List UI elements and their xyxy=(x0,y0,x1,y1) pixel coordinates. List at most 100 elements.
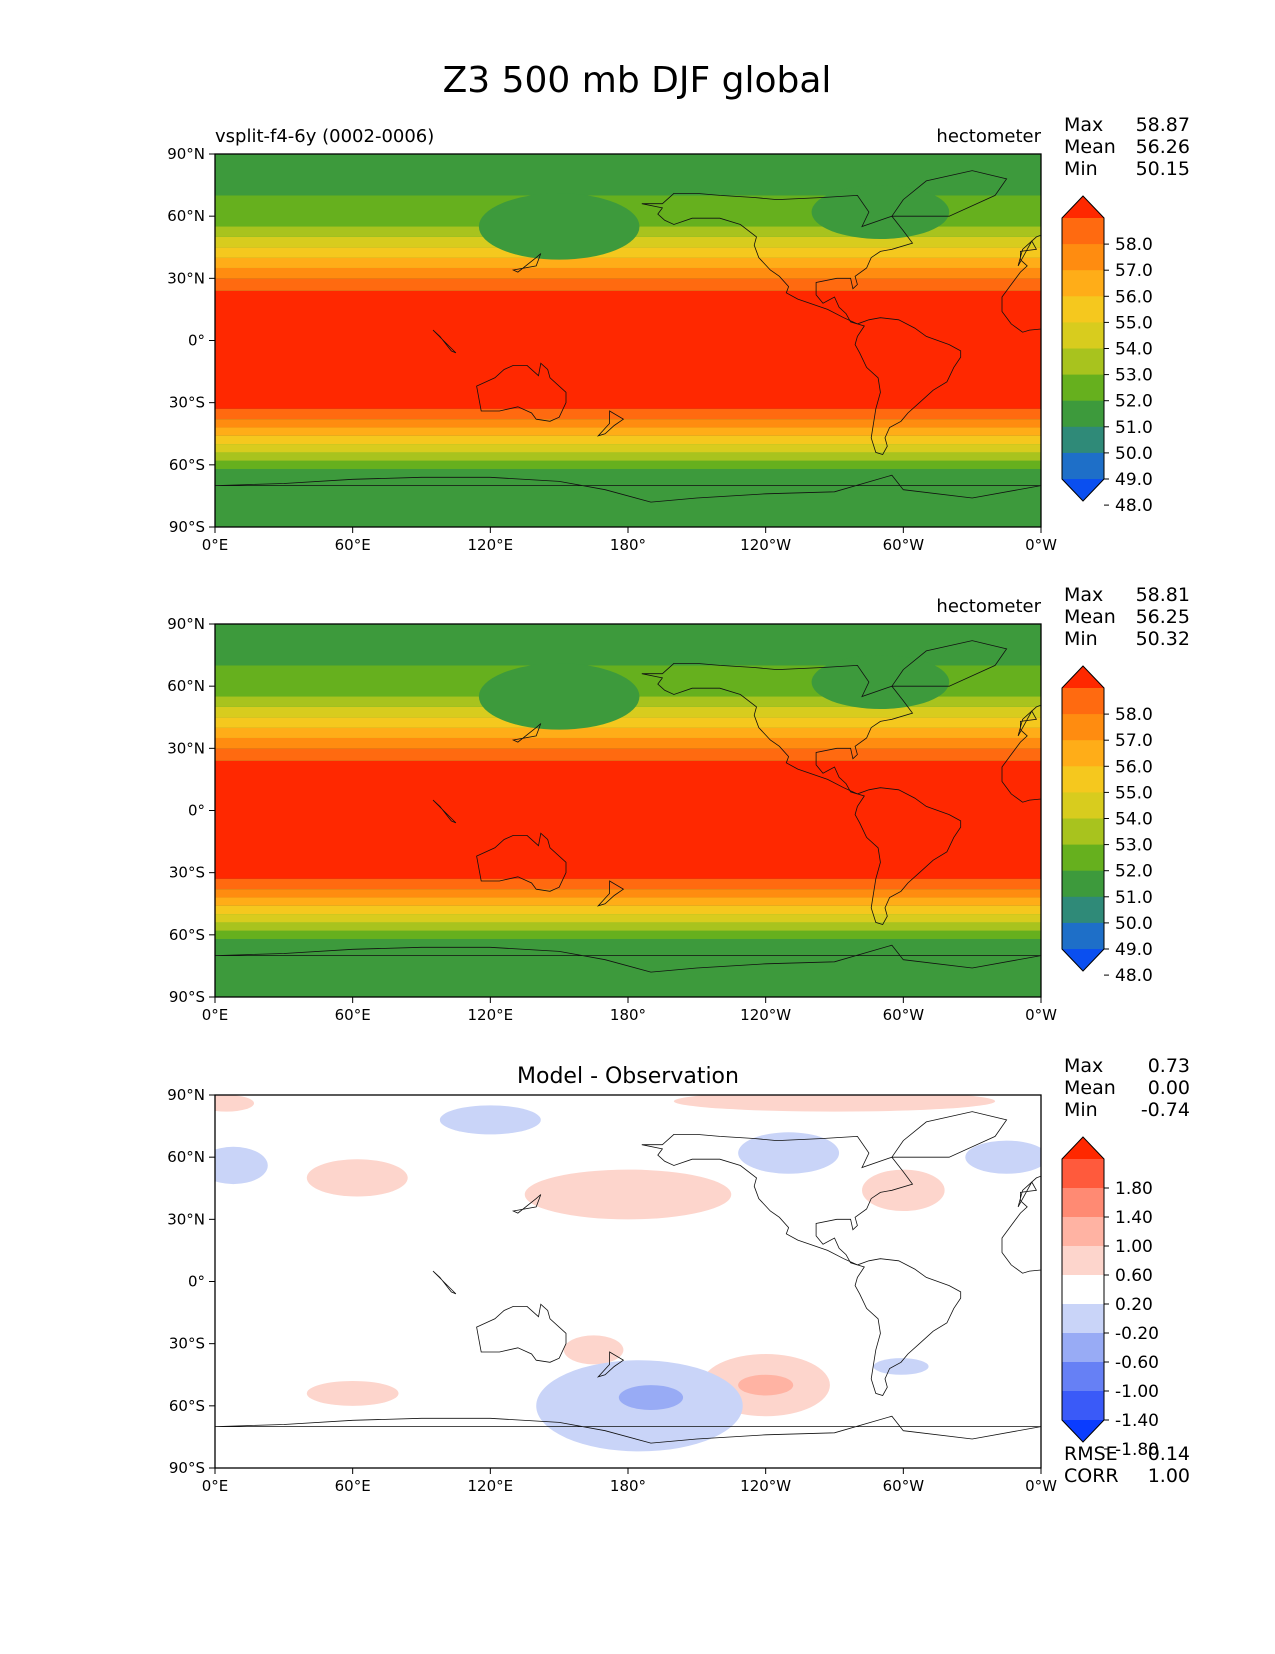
contour-patch xyxy=(738,1374,794,1396)
coastline xyxy=(432,799,457,824)
contour-band xyxy=(215,154,1041,196)
y-tick-label: 90°S xyxy=(169,1459,205,1477)
colorbar-segment xyxy=(1062,714,1104,741)
y-tick-label: 0° xyxy=(188,332,205,350)
colorbar-label: 57.0 xyxy=(1115,261,1153,281)
map-plot-area[interactable] xyxy=(215,154,1275,527)
colorbar-segment xyxy=(1062,270,1104,297)
contour-band xyxy=(215,748,1041,761)
x-tick-label: 180° xyxy=(610,1477,646,1495)
colorbar-label: 54.0 xyxy=(1115,810,1153,830)
x-tick-label: 60°E xyxy=(335,1006,371,1024)
x-tick-label: 0°E xyxy=(202,1477,229,1495)
coastline xyxy=(215,1415,1041,1444)
stat-value: 0.73 xyxy=(1148,1055,1190,1077)
colorbar-label: 58.0 xyxy=(1115,235,1153,255)
coastline xyxy=(215,474,1041,503)
colorbar-segment xyxy=(1062,1362,1104,1392)
colorbar-label: 53.0 xyxy=(1115,366,1153,386)
contour-patch xyxy=(618,1385,684,1410)
x-tick-label: 0°E xyxy=(202,536,229,554)
colorbar-label: 50.0 xyxy=(1115,444,1153,464)
stat-label: Max xyxy=(1064,1055,1103,1077)
y-tick-label: 0° xyxy=(188,802,205,820)
coastline xyxy=(476,832,567,892)
colorbar-label: 49.0 xyxy=(1115,940,1153,960)
contour-band xyxy=(215,878,1041,890)
colorbar-extend-top xyxy=(1062,196,1104,218)
panel-units: hectometer xyxy=(936,126,1041,147)
stat-value: -0.74 xyxy=(1141,1099,1190,1121)
coastline xyxy=(476,362,567,422)
colorbar-segment xyxy=(1062,688,1104,715)
contour-band xyxy=(215,624,1041,666)
stat-label: Min xyxy=(1064,1099,1098,1121)
y-tick-label: 0° xyxy=(188,1273,205,1291)
y-tick-label: 30°N xyxy=(167,1210,205,1228)
contour-band xyxy=(215,922,1041,931)
colorbar-segment xyxy=(1062,792,1104,819)
coastline xyxy=(511,253,542,273)
stat-label: Mean xyxy=(1064,1077,1116,1099)
colorbar-segment xyxy=(1062,322,1104,349)
x-tick-label: 0°W xyxy=(1025,1006,1057,1024)
contour-band xyxy=(215,278,1041,291)
stat-value: 56.25 xyxy=(1136,606,1190,628)
colorbar-segment xyxy=(1062,1159,1104,1189)
contour-patch xyxy=(873,1358,929,1375)
stat-label: Min xyxy=(1064,628,1098,650)
contour-band xyxy=(215,760,1041,879)
y-tick-label: 30°N xyxy=(167,269,205,287)
colorbar-segment xyxy=(1062,1391,1104,1421)
coastline xyxy=(641,193,962,455)
x-tick-label: 60°E xyxy=(335,1477,371,1495)
stat-label: Max xyxy=(1064,584,1103,606)
contour-band xyxy=(215,914,1041,923)
coastline xyxy=(641,663,962,925)
x-tick-label: 120°E xyxy=(468,536,514,554)
colorbar-label: 57.0 xyxy=(1115,731,1153,751)
stat-label: Min xyxy=(1064,158,1098,180)
figure-title: Z3 500 mb DJF global xyxy=(443,60,832,101)
x-tick-label: 0°W xyxy=(1025,536,1057,554)
x-tick-label: 180° xyxy=(610,536,646,554)
contour-band xyxy=(215,452,1041,461)
colorbar-extend-bottom xyxy=(1062,1420,1104,1442)
contour-band xyxy=(215,889,1041,898)
x-tick-label: 0°W xyxy=(1025,1477,1057,1495)
stat-value: 0.00 xyxy=(1148,1077,1190,1099)
y-tick-label: 90°N xyxy=(167,145,205,163)
coastline xyxy=(432,1270,457,1295)
y-tick-label: 60°S xyxy=(169,926,205,944)
contour-band xyxy=(215,717,1041,728)
map-panel-3: 0°E 60°E 120°E 180° 120°W 60°W 0°W 90°N 60°N 30°N… xyxy=(167,1055,1275,1495)
coastline xyxy=(511,1194,542,1214)
stat-label: RMSE xyxy=(1064,1443,1118,1465)
colorbar-segment xyxy=(1062,244,1104,271)
map-panel-2: 0°E 60°E 120°E 180° 120°W 60°W 0°W 90°N 60°N 30°N… xyxy=(167,584,1275,1024)
colorbar-label: 1.80 xyxy=(1115,1179,1153,1199)
colorbar-segment xyxy=(1062,818,1104,846)
stat-label: CORR xyxy=(1064,1465,1119,1487)
colorbar-segment xyxy=(1062,1304,1104,1334)
colorbar-segment xyxy=(1062,374,1104,402)
contour-patch xyxy=(965,1140,1041,1174)
x-tick-label: 180° xyxy=(610,1006,646,1024)
contour-band xyxy=(215,408,1041,420)
colorbar-segment xyxy=(1062,400,1104,428)
colorbar-extend-top xyxy=(1062,1137,1104,1159)
contour-band xyxy=(215,435,1041,445)
x-tick-label: 120°W xyxy=(740,1477,791,1495)
x-tick-label: 120°W xyxy=(740,1006,791,1024)
colorbar-segment xyxy=(1062,1217,1104,1247)
stat-label: Mean xyxy=(1064,606,1116,628)
contour-patch xyxy=(306,1380,399,1406)
colorbar-label: -1.00 xyxy=(1115,1382,1159,1402)
map-plot-area[interactable] xyxy=(199,1091,1275,1468)
y-tick-label: 30°S xyxy=(169,864,205,882)
map-plot-area[interactable] xyxy=(215,624,1275,997)
colorbar-extend-bottom xyxy=(1062,949,1104,971)
colorbar-label: 51.0 xyxy=(1115,418,1153,438)
x-tick-label: 60°W xyxy=(883,536,925,554)
